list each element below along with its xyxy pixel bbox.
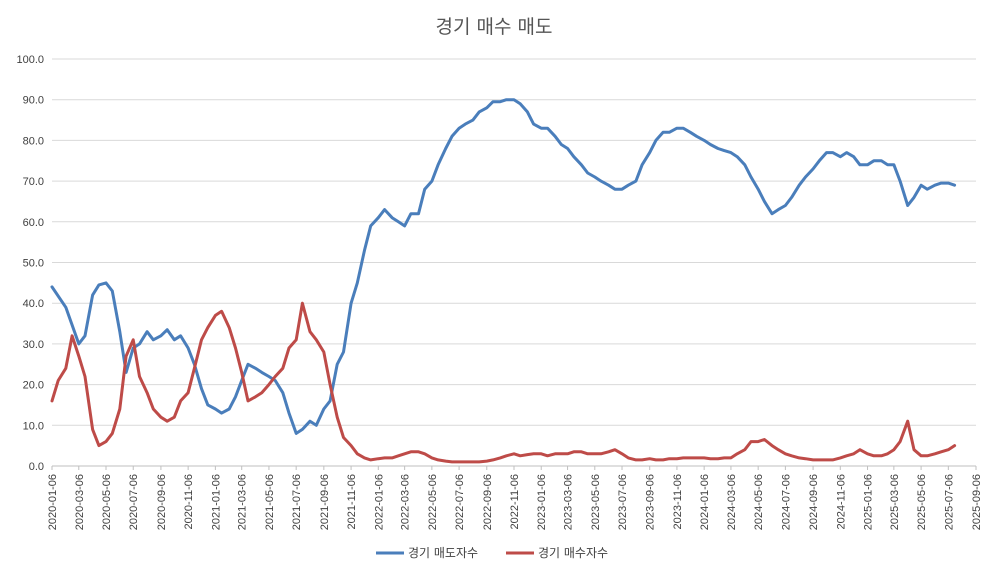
x-tick-label: 2021-01-06 [210, 474, 222, 530]
x-tick-label: 2021-09-06 [319, 474, 331, 530]
x-tick-label: 2022-09-06 [482, 474, 494, 530]
x-tick-label: 2022-05-06 [427, 474, 439, 530]
y-tick-label: 90.0 [23, 95, 44, 107]
x-tick-label: 2025-07-06 [943, 474, 955, 530]
x-tick-label: 2024-11-06 [835, 474, 847, 529]
x-tick-label: 2024-03-06 [726, 474, 738, 530]
x-tick-label: 2020-05-06 [101, 474, 113, 530]
grid-lines [52, 58, 976, 426]
chart-title: 경기 매수 매도 [436, 16, 553, 38]
x-tick-label: 2020-11-06 [183, 474, 195, 529]
x-tick-label: 2020-07-06 [128, 474, 140, 530]
legend-item-sell: 경기 매도자수 [376, 546, 478, 560]
x-tick-label: 2022-07-06 [454, 474, 466, 530]
y-axis-tick-labels: 0.0 10.0 20.0 30.0 40.0 50.0 60.0 70.0 80.0 90.0 1… [16, 54, 44, 473]
x-tick-label: 2021-05-06 [264, 474, 276, 530]
x-axis-tick-labels: 2020-01-06 2020-03-06 2020-05-06 2020-07-06… [47, 466, 983, 530]
x-tick-label: 2023-11-06 [672, 474, 684, 529]
y-tick-label: 80.0 [23, 135, 44, 147]
x-tick-label: 2020-09-06 [156, 474, 168, 530]
x-tick-label: 2025-09-06 [971, 474, 983, 530]
y-tick-label: 100.0 [16, 54, 44, 66]
x-tick-label: 2022-01-06 [373, 474, 385, 530]
legend-label-sell: 경기 매도자수 [408, 546, 478, 560]
y-tick-label: 0.0 [29, 461, 44, 473]
x-tick-label: 2021-11-06 [346, 474, 358, 529]
y-tick-label: 60.0 [23, 217, 44, 229]
y-tick-label: 20.0 [23, 380, 44, 392]
x-tick-label: 2025-05-06 [916, 474, 928, 530]
x-tick-label: 2024-01-06 [699, 474, 711, 530]
x-tick-label: 2025-03-06 [889, 474, 901, 530]
x-tick-label: 2023-05-06 [590, 474, 602, 530]
x-tick-label: 2022-11-06 [509, 474, 521, 529]
y-tick-label: 10.0 [23, 420, 44, 432]
series-line-sell [50, 98, 957, 435]
y-tick-label: 50.0 [23, 258, 44, 270]
legend-label-buy: 경기 매수자수 [538, 546, 608, 560]
x-tick-label: 2022-03-06 [400, 474, 412, 530]
x-tick-label: 2021-07-06 [291, 474, 303, 530]
x-tick-label: 2023-07-06 [617, 474, 629, 530]
x-tick-label: 2023-01-06 [536, 474, 548, 530]
x-tick-label: 2024-05-06 [753, 474, 765, 530]
x-tick-label: 2023-03-06 [563, 474, 575, 530]
legend: 경기 매도자수 경기 매수자수 [376, 546, 608, 560]
x-tick-label: 2020-01-06 [47, 474, 59, 530]
x-tick-label: 2025-01-06 [863, 474, 875, 530]
x-tick-label: 2020-03-06 [74, 474, 86, 530]
y-tick-label: 30.0 [23, 339, 44, 351]
x-tick-label: 2023-09-06 [645, 474, 657, 530]
y-tick-label: 70.0 [23, 176, 44, 188]
x-tick-label: 2021-03-06 [237, 474, 249, 530]
series-line-buy [50, 301, 957, 464]
x-tick-label: 2024-09-06 [808, 474, 820, 530]
y-tick-label: 40.0 [23, 298, 44, 310]
legend-item-buy: 경기 매수자수 [506, 546, 608, 560]
x-tick-label: 2024-07-06 [780, 474, 792, 530]
series-lines [50, 98, 957, 464]
